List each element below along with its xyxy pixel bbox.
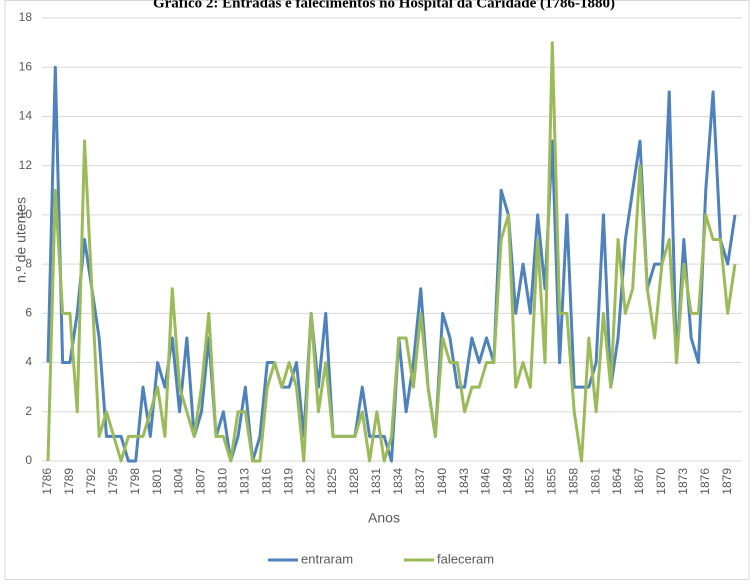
x-tick-label: 1795 (106, 468, 120, 495)
series-line (46, 41, 737, 463)
x-tick-label: 1813 (238, 468, 252, 495)
x-tick-label: 1858 (566, 468, 580, 495)
y-tick-label: 6 (25, 306, 32, 320)
series-line (46, 65, 737, 463)
x-tick-label: 1831 (369, 468, 383, 495)
x-tick-label: 1798 (128, 468, 142, 495)
x-tick-label: 1819 (281, 468, 295, 495)
x-tick-label: 1879 (720, 468, 734, 495)
x-tick-label: 1873 (676, 468, 690, 495)
x-axis-label: Anos (368, 510, 400, 526)
x-tick-label: 1849 (501, 468, 515, 495)
x-tick-label: 1864 (610, 468, 624, 495)
y-tick-label: 18 (19, 10, 33, 24)
y-tick-label: 12 (19, 158, 33, 172)
legend-label: entraram (301, 551, 353, 566)
x-tick-label: 1786 (40, 468, 54, 495)
x-tick-label: 1837 (413, 468, 427, 495)
x-tick-label: 1876 (698, 468, 712, 495)
x-tick-label: 1801 (150, 468, 164, 495)
x-tick-label: 1846 (479, 468, 493, 495)
y-axis-label: n.º de utentes (13, 197, 29, 283)
x-tick-label: 1825 (325, 468, 339, 495)
x-tick-label: 1834 (391, 468, 405, 495)
x-tick-label: 1870 (654, 468, 668, 495)
y-tick-label: 10 (19, 207, 33, 221)
x-tick-label: 1822 (303, 468, 317, 495)
x-tick-label: 1810 (216, 468, 230, 495)
chart-title: Gráfico 2: Entradas e falecimentos no Ho… (153, 0, 615, 11)
y-tick-label: 4 (25, 355, 32, 369)
x-tick-label: 1804 (172, 468, 186, 495)
x-tick-label: 1867 (632, 468, 646, 495)
y-tick-label: 0 (25, 453, 32, 467)
y-tick-label: 16 (19, 59, 33, 73)
x-tick-label: 1840 (435, 468, 449, 495)
y-tick-label: 14 (19, 109, 33, 123)
x-tick-label: 1861 (588, 468, 602, 495)
x-tick-label: 1792 (84, 468, 98, 495)
x-tick-label: 1807 (194, 468, 208, 495)
legend-label: faleceram (437, 551, 494, 566)
x-tick-label: 1828 (347, 468, 361, 495)
x-tick-label: 1855 (544, 468, 558, 495)
x-tick-label: 1789 (62, 468, 76, 495)
x-tick-label: 1816 (259, 468, 273, 495)
y-tick-label: 8 (25, 256, 32, 270)
y-tick-label: 2 (25, 404, 32, 418)
chart-border (4, 0, 750, 580)
x-tick-label: 1843 (457, 468, 471, 495)
x-tick-label: 1852 (523, 468, 537, 495)
